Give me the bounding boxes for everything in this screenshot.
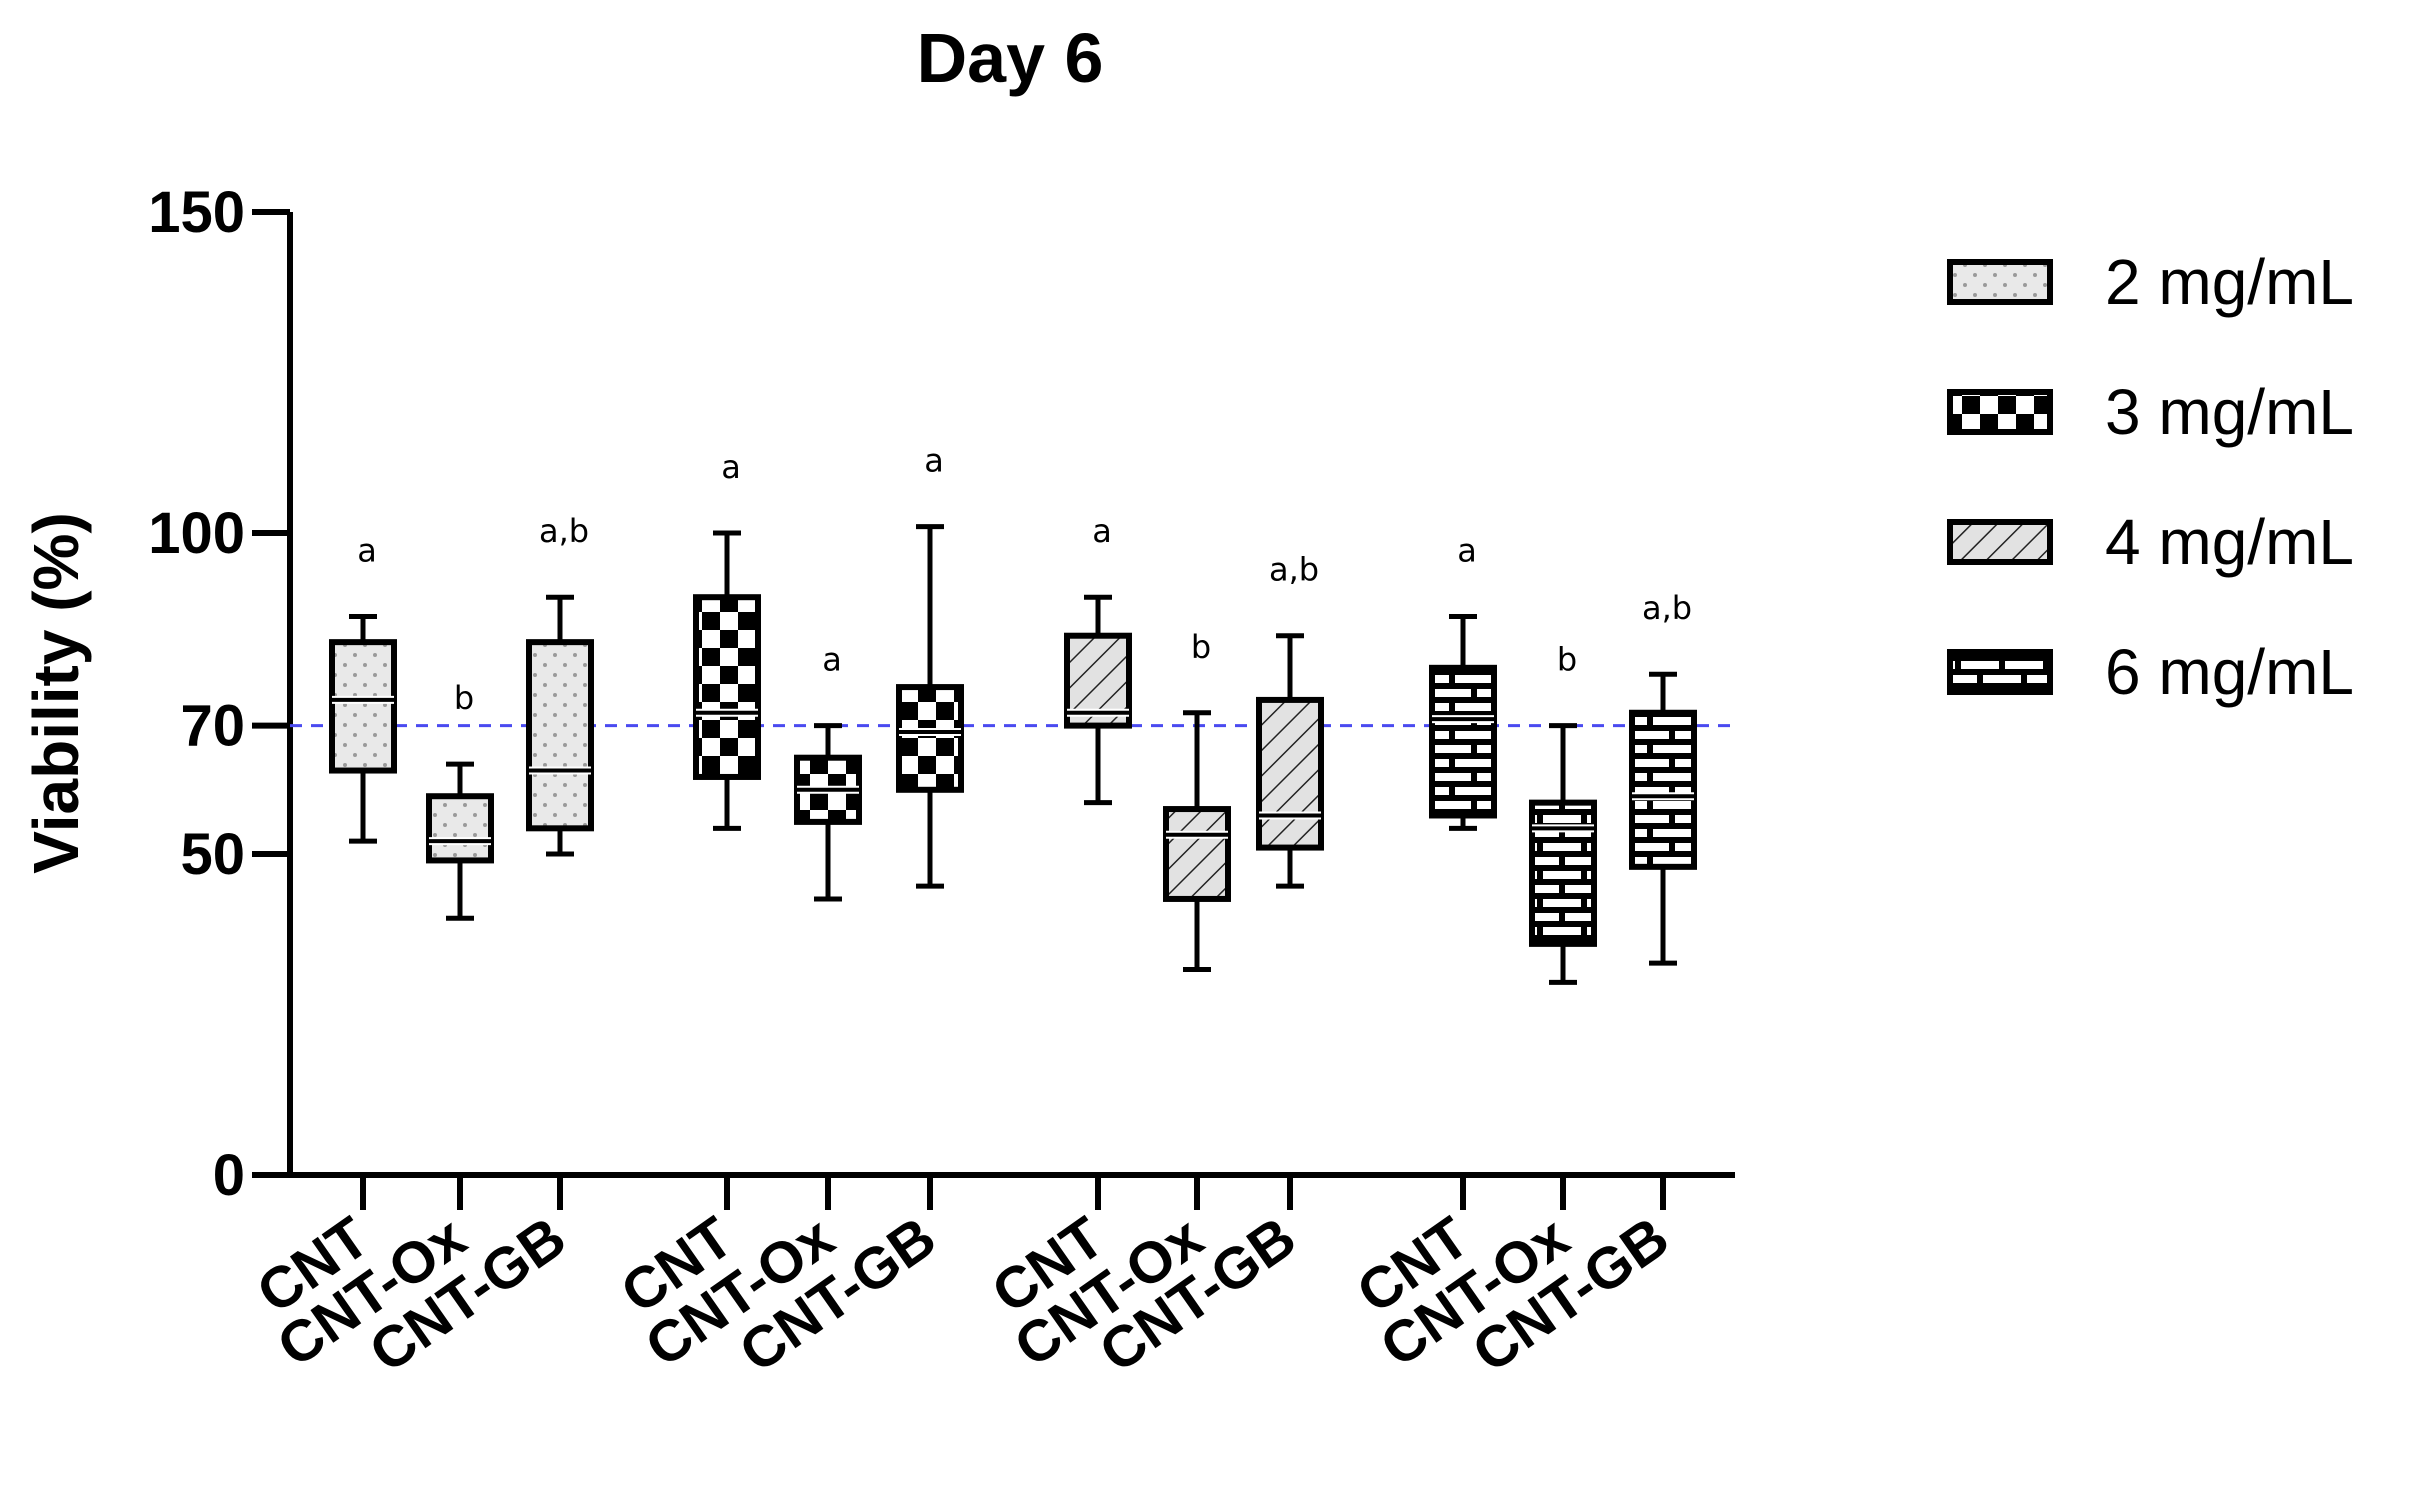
y-tick-label: 150 [148,180,245,245]
significance-label: b [1557,641,1577,679]
legend-swatch [1947,519,2053,565]
y-tick-label: 70 [180,694,245,759]
box-iqr [1529,799,1597,947]
legend-label: 2 mg/mL [2105,246,2354,318]
significance-label: a,b [539,512,589,550]
box-iqr [896,684,964,793]
y-tick-label: 0 [213,1143,245,1208]
y-axis-label: Viability (%) [20,512,92,874]
legend-label: 3 mg/mL [2105,376,2354,448]
significance-label: a [1457,531,1477,569]
y-tick-label: 50 [180,822,245,887]
box-iqr [329,639,397,774]
box-iqr [1163,806,1231,902]
plot-area: 05070100150aCNTbCNT-Oxa,bCNT-GBaCNTaCNT-… [148,180,1735,1385]
box-iqr [426,793,494,864]
legend-item-2-mg-ml: 2 mg/mL [1947,246,2354,318]
significance-label: a [721,448,741,486]
legend-item-6-mg-ml: 6 mg/mL [1947,636,2354,708]
legend-swatch [1947,389,2053,435]
significance-label: b [454,679,474,717]
significance-label: a [924,442,944,480]
box-iqr [1256,696,1324,851]
box-iqr [1629,709,1697,870]
chart-title: Day 6 [917,19,1104,97]
legend-label: 4 mg/mL [2105,506,2354,578]
significance-label: a,b [1642,589,1692,627]
legend-swatch [1947,259,2053,305]
y-tick-label: 100 [148,501,245,566]
significance-label: a,b [1269,551,1319,589]
significance-label: b [1191,628,1211,666]
legend: 2 mg/mL 3 mg/mL 4 mg/mL 6 mg/mL [1947,246,2354,708]
legend-item-3-mg-ml: 3 mg/mL [1947,376,2354,448]
box-iqr [1429,664,1497,819]
significance-label: a [1092,512,1112,550]
legend-item-4-mg-ml: 4 mg/mL [1947,506,2354,578]
legend-swatch [1947,649,2053,695]
legend-label: 6 mg/mL [2105,636,2354,708]
significance-label: a [822,641,842,679]
box-iqr [526,639,594,832]
box-iqr [693,594,761,780]
significance-label: a [357,531,377,569]
